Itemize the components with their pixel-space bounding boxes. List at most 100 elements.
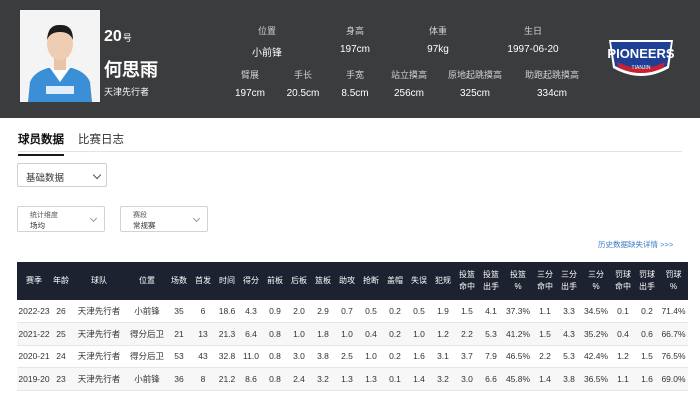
table-cell: 1.0 [335, 322, 359, 346]
stat-wingspan: 臂展 197cm [234, 70, 265, 99]
column-header[interactable]: 投篮 出手 [479, 262, 503, 300]
table-row: 2021-22 25 天津先行者 得分后卫 21 13 21.3 6.4 0.8 1.0 1.8 1.… [17, 322, 688, 346]
filter-value: 场均 [30, 221, 45, 230]
table-cell: 1.4 [407, 367, 431, 391]
stat-standing-vertical: 原地起跳摸高 325cm [447, 70, 502, 99]
stats-table: 赛季 年龄 球队 位置 场数 首发 时间 得分 前板 后板 篮板 助攻 抢断 盖帽 失误 犯规 投篮 命中 投篮 出手… [17, 262, 688, 391]
column-header[interactable]: 助攻 [335, 262, 359, 300]
stat-hand-length: 手长 20.5cm [286, 70, 320, 99]
table-cell: 71.4% [659, 300, 688, 323]
table-cell: 2.2 [455, 322, 479, 346]
table-cell: 6 [191, 300, 215, 323]
column-header[interactable]: 罚球 出手 [635, 262, 659, 300]
filter-value: 常规赛 [133, 221, 156, 230]
table-cell: 3.0 [287, 345, 311, 368]
table-cell: 13 [191, 322, 215, 346]
stat-running-vertical: 助跑起跳摸高 334cm [524, 70, 579, 99]
tab-player-data[interactable]: 球员数据 [18, 131, 64, 156]
history-missing-link[interactable]: 历史数据缺失详情 >>> [598, 240, 674, 249]
tab-bar: 球员数据 比赛日志 [18, 131, 124, 156]
column-header[interactable]: 罚球 命中 [611, 262, 635, 300]
table-cell: 3.8 [557, 367, 581, 391]
table-cell: 45.8% [503, 367, 533, 391]
table-cell: 66.7% [659, 322, 688, 346]
table-cell: 5.3 [557, 345, 581, 368]
table-cell: 0.5 [407, 300, 431, 323]
table-cell: 1.0 [287, 322, 311, 346]
table-cell: 0.8 [263, 367, 287, 391]
tab-game-log[interactable]: 比赛日志 [78, 134, 124, 146]
table-cell: 2.9 [311, 300, 335, 323]
column-header[interactable]: 三分 出手 [557, 262, 581, 300]
table-cell: 23 [51, 367, 71, 391]
table-header-row: 赛季 年龄 球队 位置 场数 首发 时间 得分 前板 后板 篮板 助攻 抢断 盖帽 失误 犯规 投篮 命中 投篮 出手… [17, 262, 688, 300]
column-header[interactable]: 赛季 [17, 262, 51, 300]
table-cell: 46.5% [503, 345, 533, 368]
table-cell: 35.2% [581, 322, 611, 346]
table-cell: 0.1 [383, 367, 407, 391]
data-type-select[interactable]: 基础数据 [17, 163, 107, 187]
table-cell: 0.4 [359, 322, 383, 346]
table-cell: 1.1 [533, 300, 557, 323]
table-cell: 0.8 [263, 345, 287, 368]
table-cell: 11.0 [239, 345, 263, 368]
table-cell: 得分后卫 [127, 322, 167, 346]
table-row: 2019-20 23 天津先行者 小前锋 36 8 21.2 8.6 0.8 2.4 3.2 1.3 1… [17, 367, 688, 391]
table-cell: 8.6 [239, 367, 263, 391]
player-header: 20号 何思雨 天津先行者 位置 小前锋 身高 197cm 体重 97kg 生日 199… [0, 0, 700, 118]
table-cell: 0.5 [359, 300, 383, 323]
table-cell: 1.2 [431, 322, 455, 346]
column-header[interactable]: 位置 [127, 262, 167, 300]
svg-text:PIONEERS: PIONEERS [607, 46, 675, 61]
table-cell: 6.6 [479, 367, 503, 391]
stat-dimension-filter[interactable]: 统计维度 场均 [17, 206, 105, 232]
table-body: 2022-23 26 天津先行者 小前锋 35 6 18.6 4.3 0.9 2.0 2.9 0.7 0… [17, 300, 688, 391]
table-cell: 4.3 [557, 322, 581, 346]
column-header[interactable]: 三分 命中 [533, 262, 557, 300]
column-header[interactable]: 时间 [215, 262, 239, 300]
table-cell: 21 [167, 322, 191, 346]
column-header[interactable]: 篮板 [311, 262, 335, 300]
column-header[interactable]: 投篮% [503, 262, 533, 300]
table-cell: 37.3% [503, 300, 533, 323]
column-header[interactable]: 球队 [71, 262, 127, 300]
stat-birthday: 生日 1997-06-20 [507, 26, 559, 55]
column-header[interactable]: 罚球% [659, 262, 688, 300]
column-header[interactable]: 抢断 [359, 262, 383, 300]
stat-hand-width: 手宽 8.5cm [341, 70, 369, 99]
chevron-down-icon [89, 214, 98, 223]
table-cell: 26 [51, 300, 71, 323]
stat-height: 身高 197cm [339, 26, 370, 55]
table-cell: 3.1 [431, 345, 455, 368]
column-header[interactable]: 首发 [191, 262, 215, 300]
column-header[interactable]: 得分 [239, 262, 263, 300]
table-cell: 2.4 [287, 367, 311, 391]
table-cell: 3.0 [455, 367, 479, 391]
column-header[interactable]: 失误 [407, 262, 431, 300]
chevron-down-icon [192, 214, 201, 223]
column-header[interactable]: 三分% [581, 262, 611, 300]
filter-label: 统计维度 [30, 212, 58, 219]
column-header[interactable]: 盖帽 [383, 262, 407, 300]
column-header[interactable]: 场数 [167, 262, 191, 300]
column-header[interactable]: 犯规 [431, 262, 455, 300]
column-header[interactable]: 投篮 命中 [455, 262, 479, 300]
table-cell: 天津先行者 [71, 322, 127, 346]
table-cell: 1.2 [611, 345, 635, 368]
column-header[interactable]: 前板 [263, 262, 287, 300]
table-cell: 2.2 [533, 345, 557, 368]
table-cell: 3.2 [431, 367, 455, 391]
table-cell: 42.4% [581, 345, 611, 368]
column-header[interactable]: 年龄 [51, 262, 71, 300]
season-stage-filter[interactable]: 赛段 常规赛 [120, 206, 208, 232]
table-cell: 天津先行者 [71, 300, 127, 323]
table-cell: 5.3 [479, 322, 503, 346]
stat-weight: 体重 97kg [427, 26, 449, 55]
player-photo [20, 10, 100, 102]
column-header[interactable]: 后板 [287, 262, 311, 300]
table-cell: 34.5% [581, 300, 611, 323]
table-cell: 0.2 [383, 345, 407, 368]
table-cell: 1.0 [359, 345, 383, 368]
table-row: 2022-23 26 天津先行者 小前锋 35 6 18.6 4.3 0.9 2.0 2.9 0.7 0… [17, 300, 688, 323]
table-cell: 4.3 [239, 300, 263, 323]
